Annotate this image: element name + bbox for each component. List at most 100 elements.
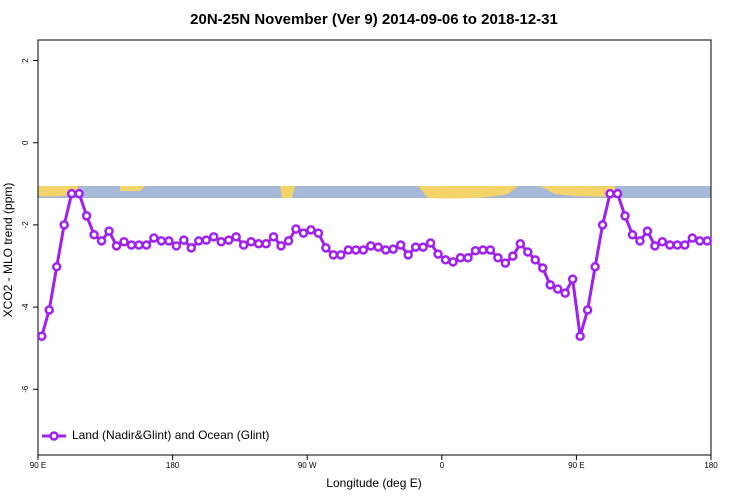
point (366, 241, 376, 251)
point (680, 240, 690, 250)
point (246, 236, 256, 247)
point (149, 233, 159, 243)
point (51, 262, 62, 272)
y-tick-label: 2 (21, 58, 30, 63)
point (575, 331, 585, 342)
point (403, 250, 413, 260)
point (104, 226, 114, 236)
point (448, 257, 458, 267)
point (36, 331, 47, 342)
point (478, 245, 488, 255)
point (388, 244, 398, 254)
point (545, 280, 555, 290)
point (208, 232, 219, 242)
point (134, 240, 144, 250)
point (89, 230, 99, 240)
point (500, 258, 511, 268)
point (380, 245, 391, 255)
point (343, 245, 354, 255)
point (186, 243, 197, 253)
point (358, 245, 369, 255)
point (223, 235, 234, 245)
point (627, 230, 638, 240)
land (540, 186, 615, 197)
point (59, 220, 69, 230)
legend-marker (49, 431, 59, 441)
point (665, 240, 675, 250)
point (373, 242, 383, 252)
point (508, 251, 518, 261)
point (410, 242, 421, 252)
point (238, 240, 249, 250)
point (612, 188, 623, 199)
point (560, 288, 570, 298)
point (515, 239, 526, 249)
point (657, 236, 668, 247)
point (702, 236, 713, 246)
x-tick-label: 90 W (298, 461, 317, 470)
point (463, 253, 473, 263)
land (120, 186, 145, 191)
y-tick-label: 0 (21, 140, 30, 145)
point (567, 274, 578, 284)
land (280, 186, 295, 198)
point (321, 243, 331, 253)
point (485, 245, 496, 255)
y-tick-label: -6 (21, 385, 30, 393)
point (276, 241, 286, 251)
land (418, 186, 518, 199)
point (164, 236, 174, 246)
point (328, 250, 339, 260)
point (642, 226, 653, 236)
y-axis-label: XCO2 - MLO trend (ppm) (1, 183, 15, 318)
map-strip (38, 186, 711, 199)
point (119, 236, 129, 247)
point (261, 239, 271, 249)
point (597, 220, 608, 230)
point (523, 247, 533, 257)
point (440, 255, 451, 265)
point (582, 305, 593, 315)
point (179, 235, 189, 245)
x-tick-label: 90 E (568, 461, 584, 470)
x-tick-label: 90 E (30, 461, 46, 470)
point (538, 263, 548, 273)
point (126, 240, 137, 250)
point (395, 240, 406, 250)
x-tick-label: 0 (440, 461, 445, 470)
series-line (40, 192, 708, 337)
point (306, 225, 316, 235)
point (201, 235, 211, 245)
point (425, 238, 436, 248)
point (620, 211, 630, 221)
ocean-band (38, 186, 711, 198)
point (650, 241, 660, 251)
point (418, 242, 428, 252)
point (66, 188, 77, 199)
y-tick-label: -2 (21, 221, 30, 229)
plot-frame (37, 39, 712, 456)
point (171, 241, 182, 251)
point (590, 262, 600, 272)
point (695, 236, 705, 246)
point (268, 232, 279, 242)
point (455, 253, 466, 263)
point (351, 245, 361, 255)
point (672, 240, 683, 250)
point (470, 246, 481, 256)
y-tick-label: -4 (21, 303, 30, 311)
point (336, 250, 346, 260)
x-axis-label: Longitude (deg E) (326, 476, 421, 490)
point (231, 232, 241, 242)
chart-title: 20N-25N November (Ver 9) 2014-09-06 to 2… (190, 11, 558, 28)
point (141, 240, 152, 250)
point (194, 236, 204, 246)
point (156, 236, 167, 246)
point (283, 236, 294, 246)
point (291, 224, 301, 234)
legend-label: Land (Nadir&Glint) and Ocean (Glint) (72, 428, 269, 442)
point (635, 236, 645, 246)
point (111, 241, 122, 251)
